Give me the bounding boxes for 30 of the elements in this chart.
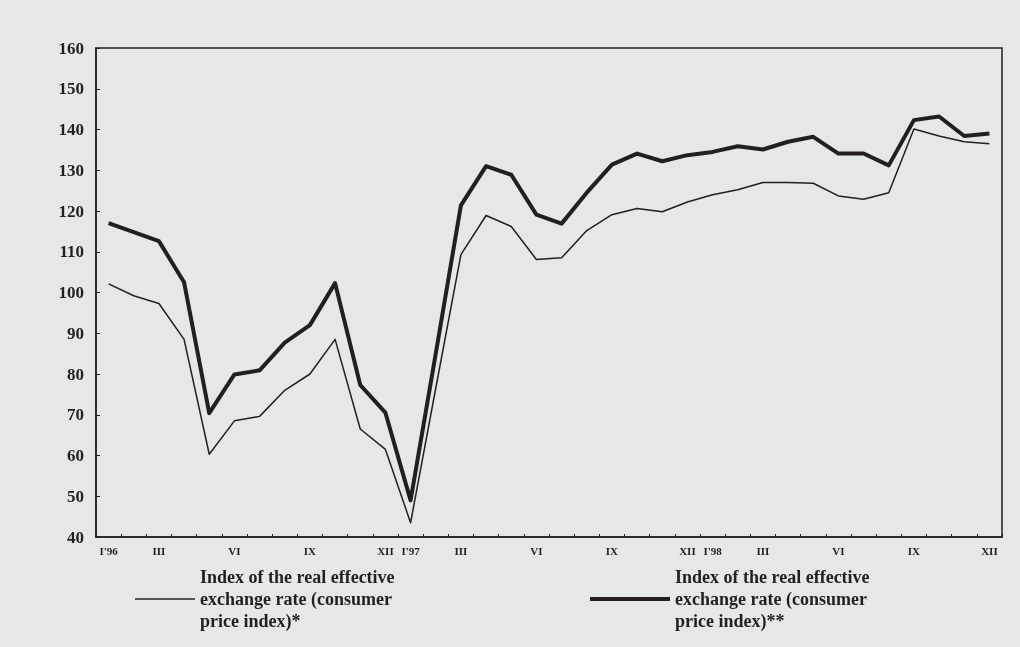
- y-tick-label: 40: [67, 527, 84, 547]
- y-tick-label: 80: [67, 364, 84, 384]
- x-tick-label: XII: [981, 544, 998, 557]
- x-tick-label: XII: [679, 544, 696, 557]
- y-tick-label: 140: [58, 120, 84, 139]
- y-tick-label: 100: [58, 283, 84, 302]
- x-tick-label: IX: [605, 544, 619, 557]
- x-tick-label: I'98: [703, 544, 723, 557]
- x-tick-label: I'96: [99, 544, 119, 557]
- y-tick-label: 110: [59, 242, 84, 262]
- legend-label: Index of the real effective exchange rate (consumer price index)*: [200, 567, 400, 632]
- x-tick-label: III: [152, 544, 166, 557]
- x-tick-label: VI: [832, 544, 845, 557]
- x-tick-label: III: [756, 544, 770, 557]
- x-tick-label: VI: [228, 544, 241, 557]
- y-tick-label: 160: [58, 38, 84, 58]
- x-tick-label: I'97: [401, 544, 421, 557]
- y-tick-label: 150: [58, 79, 84, 99]
- y-tick-label: 70: [67, 405, 84, 425]
- x-tick-label: IX: [907, 544, 921, 557]
- x-tick-label: XII: [377, 544, 394, 557]
- x-tick-label: IX: [303, 544, 317, 557]
- x-tick-label: III: [454, 544, 468, 557]
- x-tick-label: VI: [530, 544, 543, 557]
- legend-label: Index of the real effective exchange rate (consumer price index)**: [675, 567, 875, 632]
- y-tick-label: 50: [67, 486, 84, 506]
- y-tick-label: 60: [67, 446, 84, 465]
- y-tick-label: 120: [58, 201, 84, 221]
- y-tick-label: 130: [58, 160, 84, 180]
- y-tick-label: 90: [67, 323, 84, 343]
